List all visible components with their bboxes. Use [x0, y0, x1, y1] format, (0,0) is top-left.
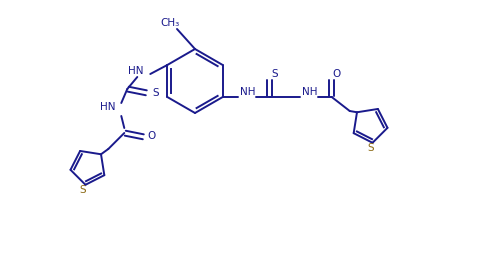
Text: O: O: [147, 131, 155, 141]
Text: S: S: [79, 185, 86, 195]
Text: S: S: [367, 143, 374, 153]
Text: S: S: [272, 69, 278, 79]
Text: CH₃: CH₃: [160, 18, 180, 28]
Text: NH: NH: [240, 87, 255, 97]
Text: S: S: [152, 88, 159, 98]
Text: HN: HN: [128, 66, 143, 76]
Text: HN: HN: [100, 102, 115, 112]
Text: O: O: [332, 69, 341, 79]
Text: NH: NH: [302, 87, 318, 97]
